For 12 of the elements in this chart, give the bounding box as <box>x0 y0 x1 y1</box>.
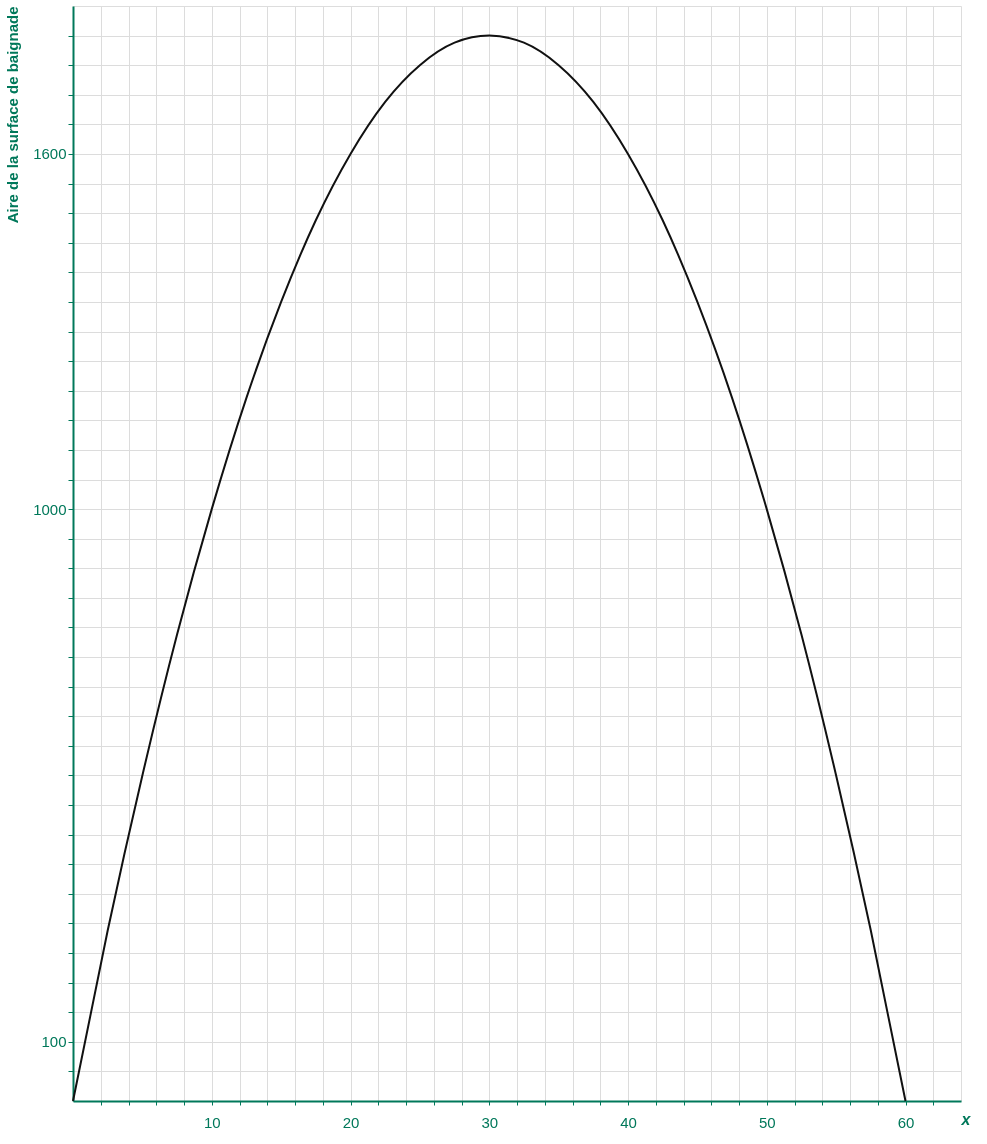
y-tick-label: 1000 <box>33 500 67 518</box>
y-tick-label: 100 <box>41 1033 67 1051</box>
y-axis-title: Aire de la surface de baignade <box>4 6 22 224</box>
x-tick-label: 30 <box>481 1113 499 1131</box>
x-tick-label: 60 <box>897 1113 915 1131</box>
x-axis-title: x <box>960 1110 972 1128</box>
x-tick-label: 10 <box>203 1113 221 1131</box>
y-tick-label: 1600 <box>33 145 67 163</box>
x-tick-label: 40 <box>620 1113 637 1131</box>
x-tick-label: 50 <box>758 1113 776 1131</box>
x-tick-label: 20 <box>342 1113 360 1131</box>
line-series <box>72 34 907 1102</box>
